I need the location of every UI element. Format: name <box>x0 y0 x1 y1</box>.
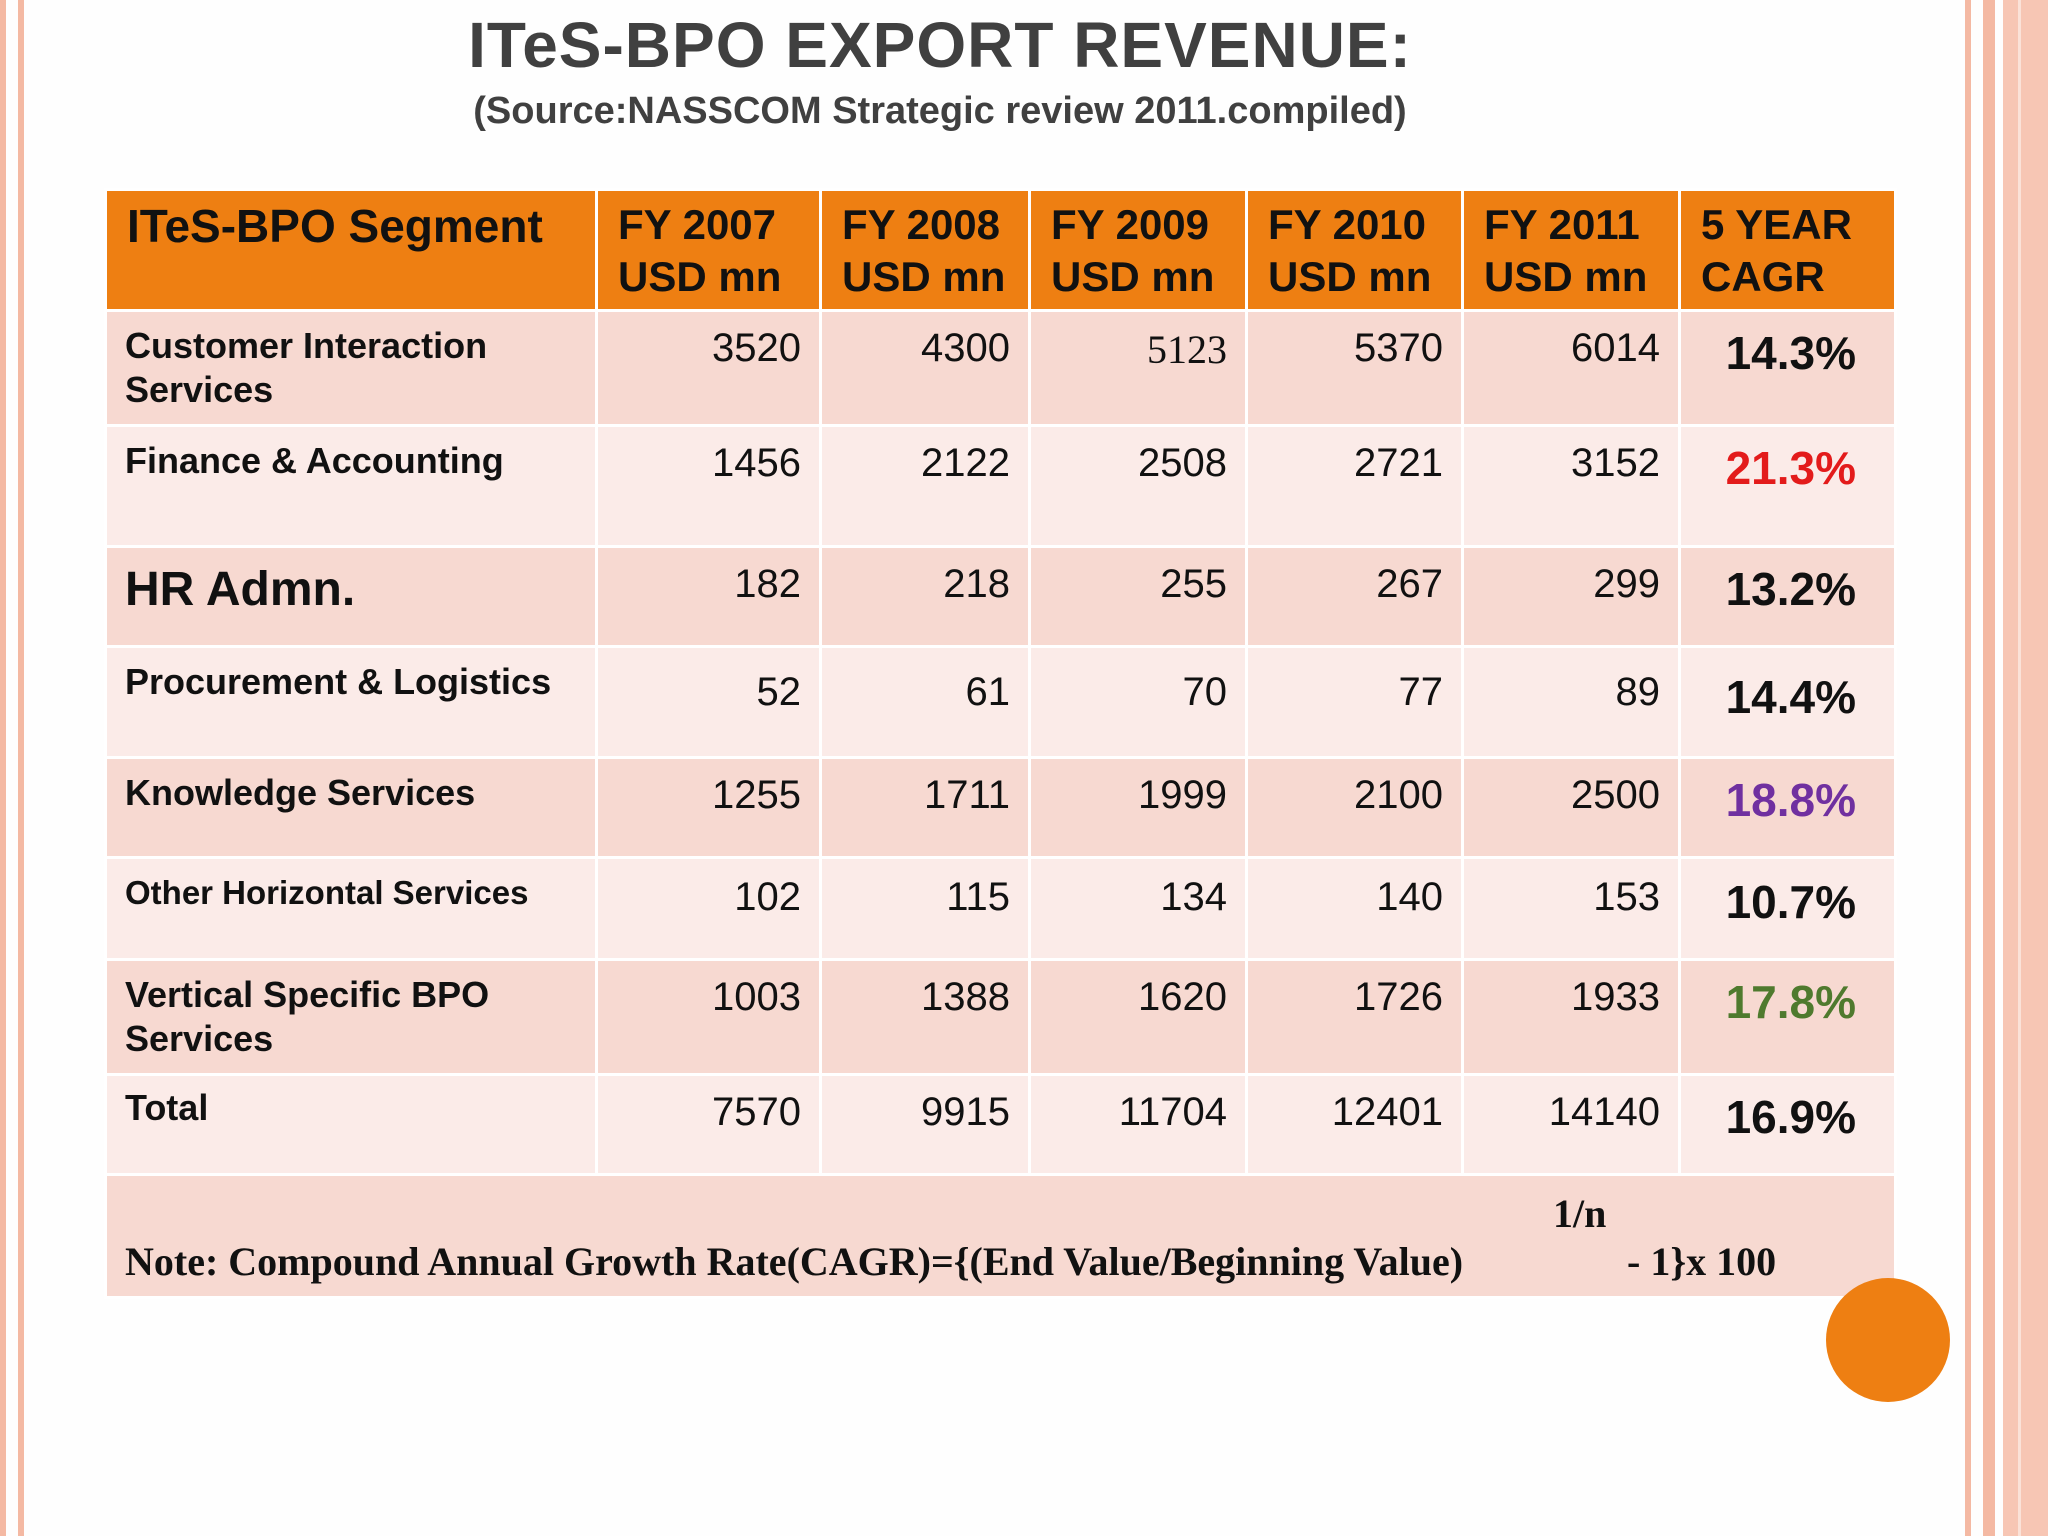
value-fy2009: 1620 <box>1028 958 1248 1076</box>
header-cagr-line2: CAGR <box>1701 253 1825 300</box>
header-fy2009-year: FY 2009 <box>1051 201 1210 248</box>
value-fy2007: 1255 <box>595 756 822 859</box>
value-fy2007: 3520 <box>595 309 822 427</box>
header-fy2010-unit: USD mn <box>1268 253 1432 300</box>
header-fy2009: FY 2009 USD mn <box>1028 188 1248 312</box>
note-text: Note: Compound Annual Growth Rate(CAGR)=… <box>125 1239 1464 1284</box>
segment-name: Other Horizontal Services <box>104 856 598 961</box>
slide-border-left-inner <box>18 0 24 1536</box>
note-row: 1/n Note: Compound Annual Growth Rate(CA… <box>104 1173 1897 1299</box>
table-row: Knowledge Services 1255 1711 1999 2100 2… <box>104 756 1897 859</box>
value-fy2011: 153 <box>1461 856 1681 961</box>
value-cagr: 18.8% <box>1678 756 1897 859</box>
value-fy2010: 2100 <box>1245 756 1464 859</box>
slide-subtitle: (Source:NASSCOM Strategic review 2011.co… <box>473 90 1407 132</box>
header-fy2009-unit: USD mn <box>1051 253 1215 300</box>
value-fy2009: 70 <box>1028 645 1248 759</box>
value-fy2008: 2122 <box>819 424 1031 548</box>
value-cagr: 21.3% <box>1678 424 1897 548</box>
slide-border-left-outer <box>0 0 6 1536</box>
slide-border-right-3 <box>2003 0 2048 1536</box>
header-fy2011-year: FY 2011 <box>1484 201 1640 248</box>
value-fy2008: 218 <box>819 545 1031 648</box>
slide-border-right-1 <box>1965 0 1971 1536</box>
value-fy2008: 9915 <box>819 1073 1031 1176</box>
revenue-table: ITeS-BPO Segment FY 2007 USD mn FY 2008 US… <box>104 188 1897 1299</box>
value-fy2010: 77 <box>1245 645 1464 759</box>
value-fy2009: 11704 <box>1028 1073 1248 1176</box>
value-fy2009: 1999 <box>1028 756 1248 859</box>
value-fy2010: 2721 <box>1245 424 1464 548</box>
value-fy2007: 102 <box>595 856 822 961</box>
segment-name: Vertical Specific BPO Services <box>104 958 598 1076</box>
header-fy2008-unit: USD mn <box>842 253 1006 300</box>
header-fy2008: FY 2008 USD mn <box>819 188 1031 312</box>
value-fy2010: 267 <box>1245 545 1464 648</box>
value-fy2011: 14140 <box>1461 1073 1681 1176</box>
segment-name: Finance & Accounting <box>104 424 598 548</box>
value-fy2011: 299 <box>1461 545 1681 648</box>
value-fy2008: 1711 <box>819 756 1031 859</box>
header-fy2010-year: FY 2010 <box>1268 201 1427 248</box>
header-segment: ITeS-BPO Segment <box>104 188 598 312</box>
slide-border-right-2 <box>1983 0 1995 1536</box>
value-fy2009: 255 <box>1028 545 1248 648</box>
header-fy2010: FY 2010 USD mn <box>1245 188 1464 312</box>
note-tail: - 1}x 100 <box>1627 1239 1777 1284</box>
value-fy2007: 1456 <box>595 424 822 548</box>
cagr-formula-note: 1/n Note: Compound Annual Growth Rate(CA… <box>104 1173 1897 1299</box>
value-fy2009: 5123 <box>1028 309 1248 427</box>
segment-name: Knowledge Services <box>104 756 598 859</box>
table-row-total: Total 7570 9915 11704 12401 14140 16.9% <box>104 1073 1897 1176</box>
value-fy2011: 6014 <box>1461 309 1681 427</box>
header-fy2008-year: FY 2008 <box>842 201 1001 248</box>
decorative-orange-circle <box>1826 1278 1950 1402</box>
header-fy2007-unit: USD mn <box>618 253 782 300</box>
slide-border-right-line <box>2018 0 2021 1536</box>
value-fy2008: 115 <box>819 856 1031 961</box>
segment-name: Total <box>104 1073 598 1176</box>
value-fy2011: 2500 <box>1461 756 1681 859</box>
value-fy2008: 1388 <box>819 958 1031 1076</box>
value-cagr: 16.9% <box>1678 1073 1897 1176</box>
segment-name: Customer Interaction Services <box>104 309 598 427</box>
value-fy2010: 1726 <box>1245 958 1464 1076</box>
table-row: Finance & Accounting 1456 2122 2508 2721… <box>104 424 1897 548</box>
value-fy2008: 61 <box>819 645 1031 759</box>
table-row: Procurement & Logistics 52 61 70 77 89 1… <box>104 645 1897 759</box>
value-fy2010: 12401 <box>1245 1073 1464 1176</box>
segment-name: Procurement & Logistics <box>104 645 598 759</box>
table-row: HR Admn. 182 218 255 267 299 13.2% <box>104 545 1897 648</box>
table-row: Customer Interaction Services 3520 4300 … <box>104 309 1897 427</box>
value-fy2010: 140 <box>1245 856 1464 961</box>
table-row: Vertical Specific BPO Services 1003 1388… <box>104 958 1897 1076</box>
segment-name: HR Admn. <box>104 545 598 648</box>
value-cagr: 17.8% <box>1678 958 1897 1076</box>
value-fy2007: 7570 <box>595 1073 822 1176</box>
value-fy2008: 4300 <box>819 309 1031 427</box>
value-cagr: 13.2% <box>1678 545 1897 648</box>
value-cagr: 14.3% <box>1678 309 1897 427</box>
value-fy2007: 182 <box>595 545 822 648</box>
header-fy2011-unit: USD mn <box>1484 253 1648 300</box>
value-fy2011: 1933 <box>1461 958 1681 1076</box>
note-exponent: 1/n <box>1553 1191 1607 1236</box>
value-cagr: 14.4% <box>1678 645 1897 759</box>
value-fy2010: 5370 <box>1245 309 1464 427</box>
value-fy2007: 1003 <box>595 958 822 1076</box>
value-fy2011: 3152 <box>1461 424 1681 548</box>
slide-title: ITeS-BPO EXPORT REVENUE: <box>468 9 1412 81</box>
table-header-row: ITeS-BPO Segment FY 2007 USD mn FY 2008 US… <box>104 188 1897 312</box>
value-fy2009: 134 <box>1028 856 1248 961</box>
header-fy2007: FY 2007 USD mn <box>595 188 822 312</box>
header-fy2011: FY 2011 USD mn <box>1461 188 1681 312</box>
header-cagr-line1: 5 YEAR <box>1701 201 1852 248</box>
header-fy2007-year: FY 2007 <box>618 201 777 248</box>
table-row: Other Horizontal Services 102 115 134 14… <box>104 856 1897 961</box>
value-fy2009: 2508 <box>1028 424 1248 548</box>
value-fy2011: 89 <box>1461 645 1681 759</box>
header-cagr: 5 YEAR CAGR <box>1678 188 1897 312</box>
value-cagr: 10.7% <box>1678 856 1897 961</box>
value-fy2007: 52 <box>595 645 822 759</box>
